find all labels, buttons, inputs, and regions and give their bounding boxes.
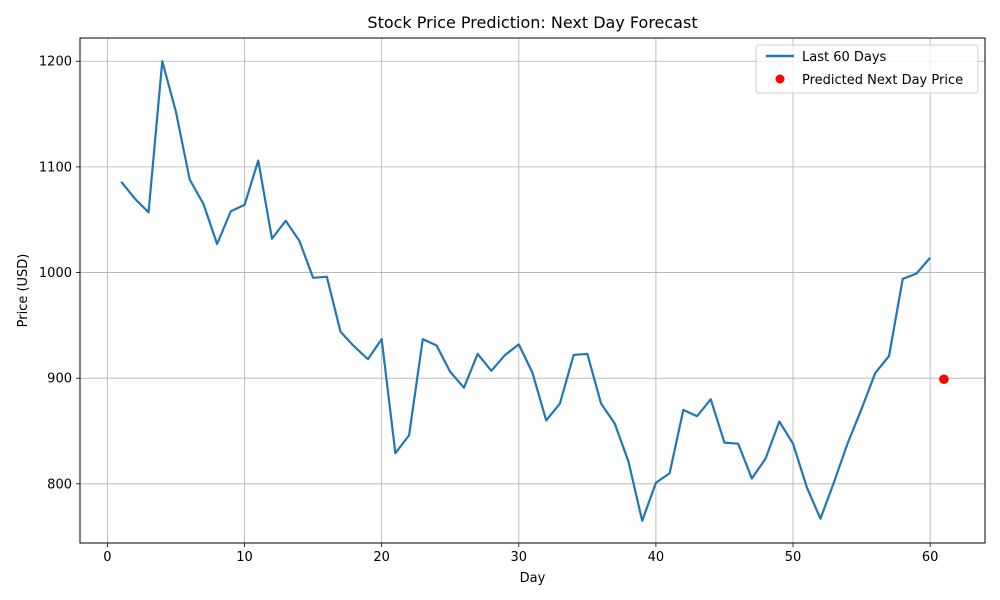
legend-label-predicted: Predicted Next Day Price: [802, 73, 963, 88]
x-tick-label: 50: [785, 550, 802, 565]
y-axis-ticks: 800 900 1000 1100 1200: [39, 55, 80, 492]
y-tick-label: 900: [47, 372, 72, 387]
y-axis-label: Price (USD): [16, 254, 31, 328]
x-tick-label: 60: [922, 550, 939, 565]
grid: [80, 38, 985, 543]
legend: Last 60 Days Predicted Next Day Price: [755, 44, 979, 94]
legend-label-last-60-days: Last 60 Days: [802, 50, 887, 65]
chart-title: Stock Price Prediction: Next Day Forecas…: [367, 13, 697, 32]
x-tick-label: 30: [511, 550, 528, 565]
series-layer: [120, 60, 949, 522]
legend-box: [755, 44, 979, 94]
series-line-last-60-days: [120, 60, 931, 522]
predicted-price-point: [939, 374, 949, 385]
x-tick-label: 40: [648, 550, 665, 565]
x-tick-label: 10: [236, 550, 253, 565]
x-tick-label: 20: [373, 550, 390, 565]
x-axis-label: Day: [520, 571, 546, 586]
y-tick-label: 1000: [39, 266, 72, 281]
y-tick-label: 800: [47, 477, 72, 492]
x-tick-label: 0: [103, 550, 111, 565]
plot-frame: [79, 37, 986, 544]
legend-dot-swatch: [775, 74, 785, 84]
y-tick-label: 1200: [39, 55, 72, 70]
x-axis-ticks: 0 10 20 30 40 50 60: [103, 543, 938, 565]
y-tick-label: 1100: [39, 160, 72, 175]
